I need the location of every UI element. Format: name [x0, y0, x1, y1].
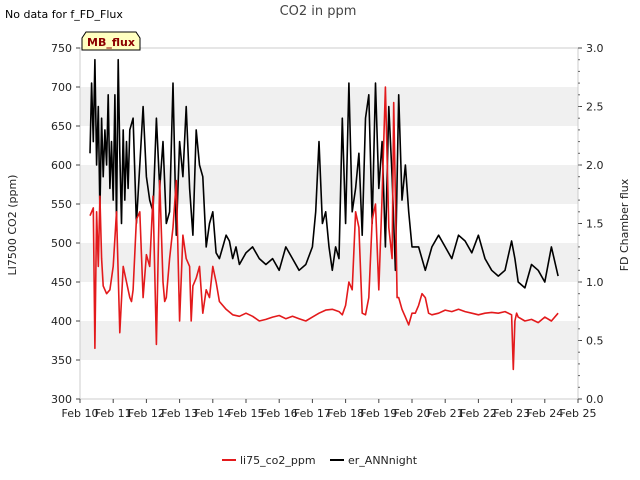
y-tick-label: 700	[51, 81, 72, 94]
grid-band	[80, 87, 578, 126]
y-axis-label: LI7500 CO2 (ppm)	[6, 175, 19, 276]
series-line-li75_co2_ppm	[89, 86, 559, 371]
x-tick-label: Feb 10	[62, 407, 99, 420]
x-tick-label: Feb 12	[128, 407, 165, 420]
series-line-er_ANNnight	[89, 58, 559, 289]
y-tick-label: 550	[51, 198, 72, 211]
x-tick-label: Feb 16	[261, 407, 298, 420]
grid-band	[80, 165, 578, 204]
y-tick-label: 400	[51, 315, 72, 328]
legend: li75_co2_ppm er_ANNnight	[222, 454, 418, 467]
x-tick-label: Feb 25	[560, 407, 597, 420]
y-tick-label: 750	[51, 42, 72, 55]
y2-tick-label: 3.0	[586, 42, 604, 55]
y2-tick-label: 0.5	[586, 335, 604, 348]
x-tick-label: Feb 24	[526, 407, 563, 420]
y2-axis-label: FD Chamber flux	[618, 178, 631, 271]
y2-tick-label: 1.0	[586, 276, 604, 289]
x-tick-label: Feb 23	[493, 407, 530, 420]
background-bands	[80, 87, 578, 360]
y2-tick-label: 0.0	[586, 393, 604, 406]
x-tick-label: Feb 14	[194, 407, 231, 420]
x-tick-label: Feb 20	[394, 407, 431, 420]
y-tick-label: 500	[51, 237, 72, 250]
mb-flux-badge-shape	[81, 31, 141, 51]
grid-band	[80, 321, 578, 360]
mb-flux-badge[interactable]: MB_flux	[81, 31, 141, 51]
x-tick-label: Feb 17	[294, 407, 331, 420]
y-tick-label: 450	[51, 276, 72, 289]
x-tick-label: Feb 22	[460, 407, 497, 420]
series-layer	[89, 58, 559, 371]
y2-tick-label: 2.5	[586, 101, 604, 114]
y-tick-label: 300	[51, 393, 72, 406]
y-tick-label: 600	[51, 159, 72, 172]
no-data-note: No data for f_FD_Flux	[5, 8, 123, 21]
x-tick-label: Feb 18	[327, 407, 364, 420]
mb-flux-label: MB_flux	[87, 36, 135, 49]
legend-label: er_ANNnight	[348, 454, 418, 467]
x-tick-label: Feb 19	[360, 407, 397, 420]
legend-label: li75_co2_ppm	[240, 454, 316, 467]
y-tick-label: 350	[51, 354, 72, 367]
x-tick-label: Feb 11	[95, 407, 132, 420]
y2-tick-label: 1.5	[586, 218, 604, 231]
x-tick-label: Feb 21	[427, 407, 464, 420]
x-tick-label: Feb 13	[161, 407, 198, 420]
y2-axis-ticks: 0.0 0.5 1.0 1.5 2.0 2.5 3.0	[578, 42, 604, 406]
y2-tick-label: 2.0	[586, 159, 604, 172]
chart-title: CO2 in ppm	[280, 4, 357, 19]
y-axis-ticks: 300 350 400 450 500 550 600 650 700 750	[51, 42, 80, 406]
y-tick-label: 650	[51, 120, 72, 133]
x-tick-label: Feb 15	[228, 407, 265, 420]
